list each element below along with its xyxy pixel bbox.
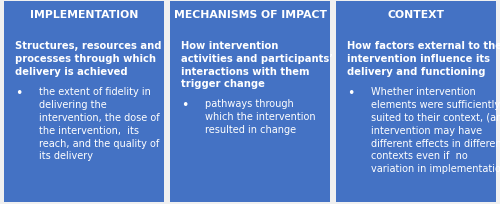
- Text: •: •: [15, 87, 22, 100]
- Text: pathways through
which the intervention
resulted in change: pathways through which the intervention …: [205, 99, 316, 134]
- Text: How factors external to the
intervention influence its
delivery and functioning: How factors external to the intervention…: [347, 41, 500, 76]
- Text: CONTEXT: CONTEXT: [388, 10, 444, 20]
- Text: •: •: [347, 87, 354, 100]
- Text: MECHANISMS OF IMPACT: MECHANISMS OF IMPACT: [174, 10, 326, 20]
- Text: Whether intervention
elements were sufficiently
suited to their context, (an
int: Whether intervention elements were suffi…: [371, 87, 500, 173]
- Text: IMPLEMENTATION: IMPLEMENTATION: [30, 10, 138, 20]
- Text: How intervention
activities and participants’
interactions with them
trigger cha: How intervention activities and particip…: [181, 41, 333, 89]
- Text: the extent of fidelity in
delivering the
intervention, the dose of
the intervent: the extent of fidelity in delivering the…: [39, 87, 160, 161]
- Text: •: •: [181, 99, 188, 112]
- Text: Structures, resources and
processes through which
delivery is achieved: Structures, resources and processes thro…: [15, 41, 162, 76]
